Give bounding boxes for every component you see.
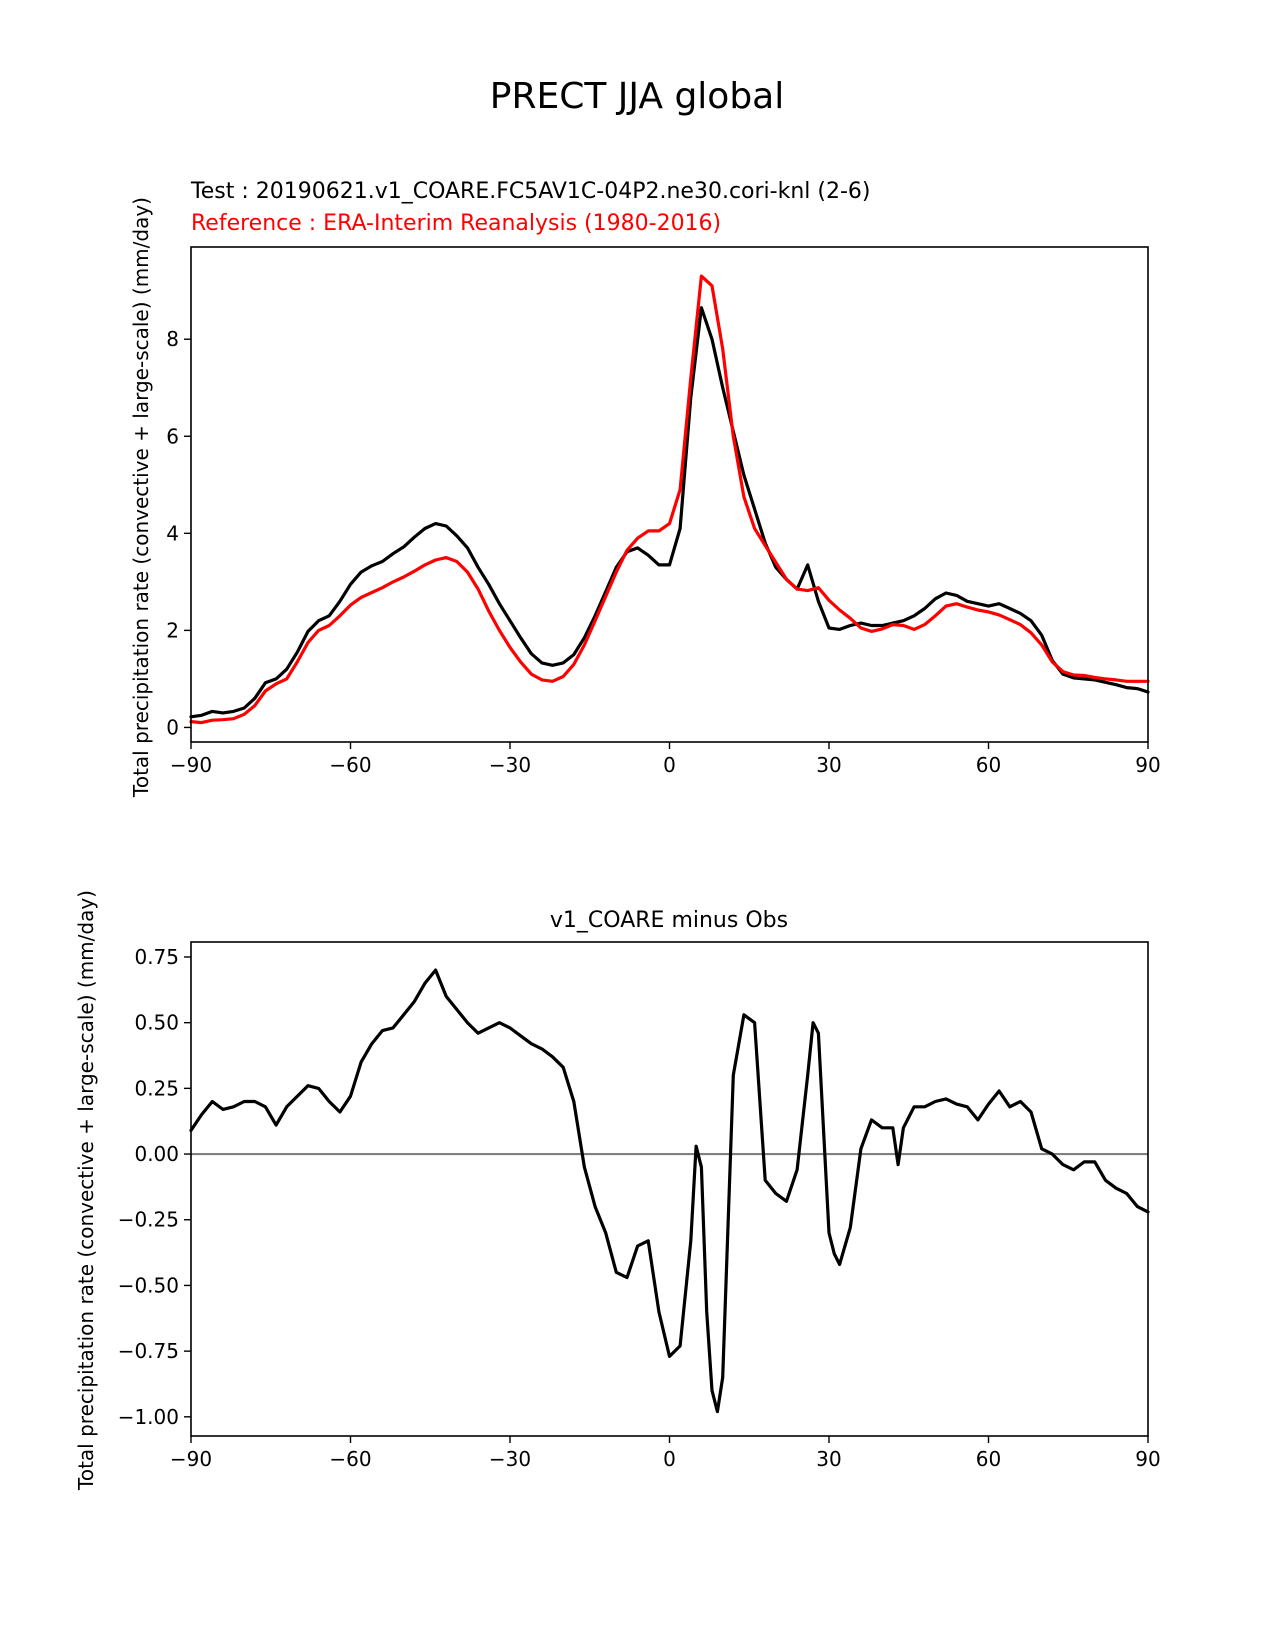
bottom-plot-frame bbox=[190, 941, 1149, 1437]
bottom-title: v1_COARE minus Obs bbox=[550, 908, 788, 933]
top-x-tick-label: −60 bbox=[329, 753, 371, 777]
bottom-y-tick-label: 0.75 bbox=[134, 945, 179, 969]
bottom-y-tick-label: −0.50 bbox=[118, 1273, 179, 1297]
reference-label: Reference : ERA-Interim Reanalysis (1980… bbox=[191, 211, 721, 236]
bottom-series-line-v1-coare-minus-obs bbox=[189, 968, 1150, 1414]
bottom-x-tick-label: 90 bbox=[1135, 1447, 1160, 1471]
top-x-tick-label: 60 bbox=[976, 753, 1001, 777]
test-label: Test : 20190621.v1_COARE.FC5AV1C-04P2.ne… bbox=[190, 179, 871, 204]
bottom-y-tick-label: −1.00 bbox=[118, 1405, 179, 1429]
bottom-y-tick-label: 0.25 bbox=[134, 1076, 179, 1100]
bottom-y-tick-label: −0.25 bbox=[118, 1208, 179, 1232]
top-ticks-group: −90 −60 −30 0 30 60 90 0 2 4 6 8 bbox=[166, 327, 1160, 777]
top-x-tick-label: −90 bbox=[170, 753, 212, 777]
bottom-ylabel: Total precipitation rate (convective + l… bbox=[74, 890, 98, 1491]
top-y-tick-label: 6 bbox=[166, 424, 179, 448]
top-x-tick-label: 0 bbox=[663, 753, 676, 777]
bottom-x-tick-label: −90 bbox=[170, 1447, 212, 1471]
bottom-x-tick-label: −30 bbox=[489, 1447, 531, 1471]
bottom-series-group bbox=[189, 968, 1150, 1414]
figure-title: PRECT JJA global bbox=[490, 76, 785, 117]
top-y-tick-label: 4 bbox=[166, 521, 179, 545]
top-y-tick-label: 8 bbox=[166, 327, 179, 351]
top-series-line-reference bbox=[189, 274, 1150, 725]
bottom-y-tick-label: 0.50 bbox=[134, 1011, 179, 1035]
bottom-y-tick-label: −0.75 bbox=[118, 1339, 179, 1363]
top-plot-frame bbox=[190, 246, 1149, 743]
bottom-x-tick-label: 60 bbox=[976, 1447, 1001, 1471]
top-series-group bbox=[189, 274, 1150, 725]
bottom-panel: v1_COARE minus Obs Total precipitation r… bbox=[74, 890, 1161, 1491]
top-y-tick-label: 0 bbox=[166, 715, 179, 739]
top-x-tick-label: −30 bbox=[489, 753, 531, 777]
bottom-x-tick-label: 30 bbox=[816, 1447, 841, 1471]
top-x-tick-label: 30 bbox=[816, 753, 841, 777]
bottom-ticks-group: −90 −60 −30 0 30 60 90 0.75 0.50 0.25 0.00 −0.25 −0.… bbox=[118, 945, 1161, 1471]
top-x-tick-label: 90 bbox=[1135, 753, 1160, 777]
bottom-y-tick-label: 0.00 bbox=[134, 1142, 179, 1166]
top-y-tick-label: 2 bbox=[166, 618, 179, 642]
bottom-x-tick-label: 0 bbox=[663, 1447, 676, 1471]
top-series-line-test bbox=[189, 306, 1150, 719]
top-panel: Test : 20190621.v1_COARE.FC5AV1C-04P2.ne… bbox=[129, 179, 1161, 798]
top-ylabel: Total precipitation rate (convective + l… bbox=[129, 197, 153, 798]
bottom-x-tick-label: −60 bbox=[329, 1447, 371, 1471]
